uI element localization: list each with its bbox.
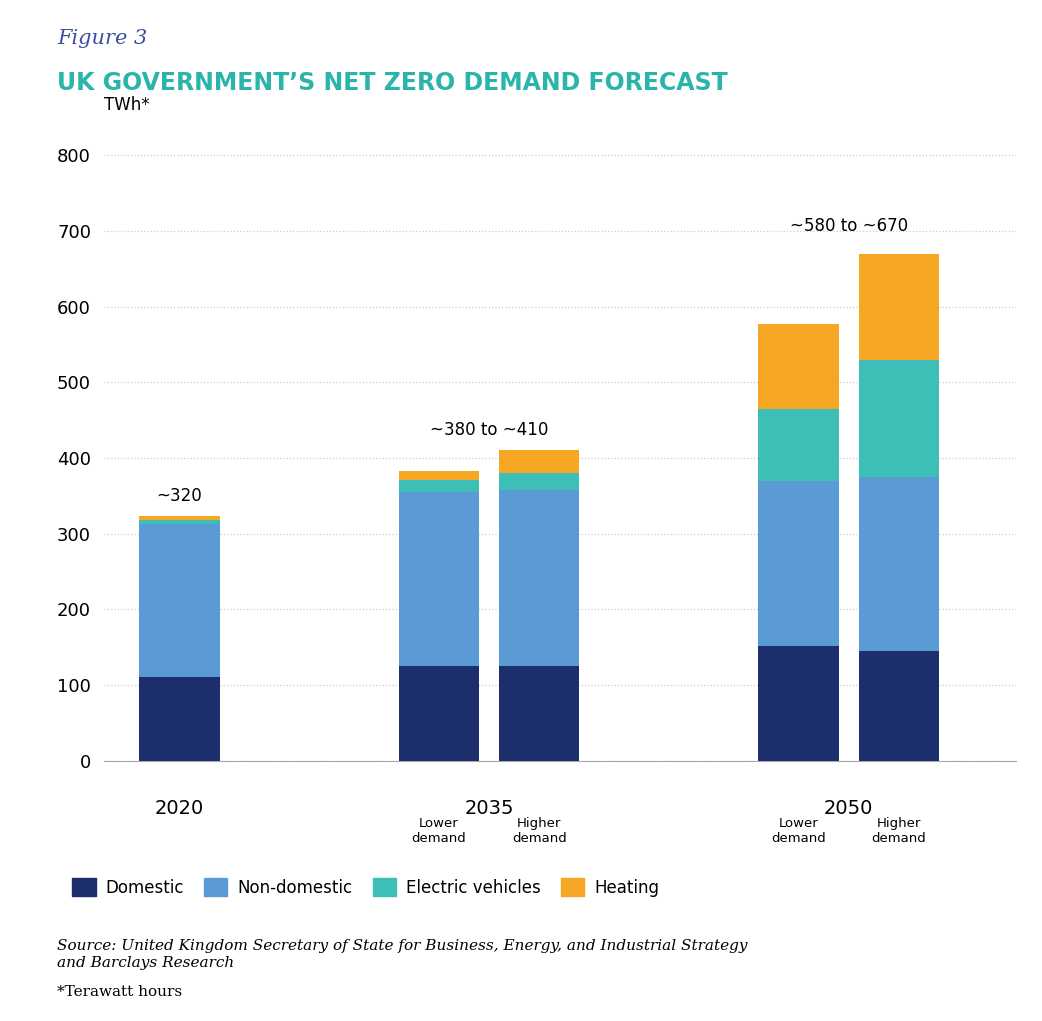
Bar	[399, 480, 479, 492]
Legend: Domestic, Non-domestic, Electric vehicles, Heating: Domestic, Non-domestic, Electric vehicle…	[66, 871, 666, 904]
Text: ~320: ~320	[156, 487, 202, 505]
Text: 2035: 2035	[465, 799, 514, 819]
Text: Source: United Kingdom Secretary of State for Business, Energy, and Industrial S: Source: United Kingdom Secretary of Stat…	[57, 939, 748, 970]
Bar	[140, 524, 220, 677]
Bar	[399, 471, 479, 480]
Bar	[140, 517, 220, 520]
Bar	[499, 666, 579, 761]
Bar	[140, 677, 220, 761]
Text: ~580 to ~670: ~580 to ~670	[790, 216, 908, 235]
Bar	[399, 666, 479, 761]
Bar	[859, 651, 939, 761]
Text: 2020: 2020	[155, 799, 204, 819]
Text: *Terawatt hours: *Terawatt hours	[57, 984, 182, 999]
Bar	[499, 490, 579, 666]
Bar	[859, 254, 939, 359]
Text: Higher
demand: Higher demand	[512, 817, 567, 844]
Text: ~380 to ~410: ~380 to ~410	[429, 421, 548, 439]
Text: 2050: 2050	[824, 799, 873, 819]
Text: UK GOVERNMENT’S NET ZERO DEMAND FORECAST: UK GOVERNMENT’S NET ZERO DEMAND FORECAST	[57, 71, 728, 96]
Bar	[759, 324, 839, 408]
Bar	[759, 645, 839, 761]
Text: Figure 3: Figure 3	[57, 29, 148, 48]
Bar	[399, 492, 479, 666]
Bar	[859, 477, 939, 651]
Bar	[759, 408, 839, 481]
Text: Higher
demand: Higher demand	[871, 817, 926, 844]
Bar	[499, 450, 579, 473]
Text: Lower
demand: Lower demand	[412, 817, 466, 844]
Text: Lower
demand: Lower demand	[771, 817, 826, 844]
Bar	[140, 520, 220, 524]
Text: TWh*: TWh*	[104, 96, 150, 114]
Bar	[499, 473, 579, 490]
Bar	[859, 359, 939, 477]
Bar	[759, 481, 839, 645]
